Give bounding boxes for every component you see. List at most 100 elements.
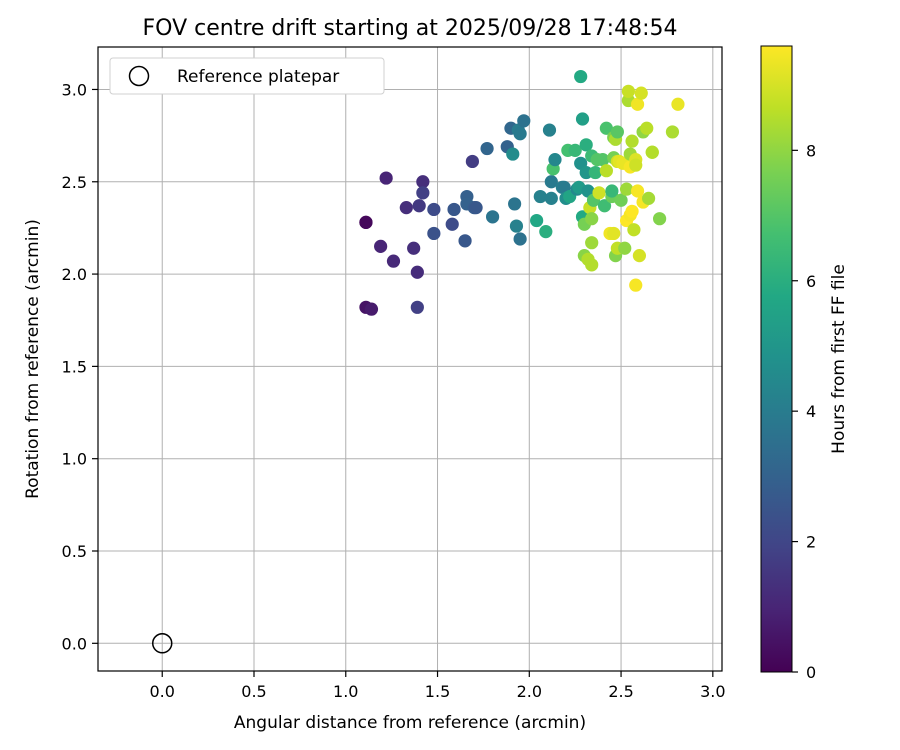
scatter-point xyxy=(445,217,459,231)
scatter-points xyxy=(359,69,685,316)
colorbar-label: Hours from first FF file xyxy=(829,264,849,454)
scatter-point xyxy=(359,215,373,229)
scatter-point xyxy=(645,145,659,159)
scatter-point xyxy=(592,186,606,200)
scatter-point xyxy=(513,232,527,246)
y-tick-label: 1.0 xyxy=(62,450,87,469)
scatter-point xyxy=(597,199,612,213)
scatter-point xyxy=(407,241,421,255)
scatter-point xyxy=(605,184,619,198)
scatter-point xyxy=(579,165,593,180)
scatter-point xyxy=(386,254,401,268)
scatter-point xyxy=(610,125,624,139)
scatter-point xyxy=(465,154,479,169)
scatter-point xyxy=(585,236,599,250)
legend-entry-reference: Reference platepar xyxy=(177,67,339,87)
scatter-point xyxy=(410,265,424,279)
x-tick-label: 0.5 xyxy=(241,682,266,701)
scatter-point xyxy=(447,202,461,217)
scatter-point xyxy=(513,127,527,141)
scatter-point xyxy=(621,84,636,98)
y-tick-label: 2.5 xyxy=(62,173,87,192)
scatter-point xyxy=(544,191,558,205)
scatter-point xyxy=(641,191,656,205)
scatter-point xyxy=(427,226,441,241)
scatter-point xyxy=(412,199,426,213)
colorbar-ticks: 0 2 4 6 8 xyxy=(792,141,816,682)
legend-box xyxy=(109,57,385,95)
scatter-point xyxy=(619,182,634,196)
colorbar-tick-label: 6 xyxy=(806,272,816,291)
scatter-point xyxy=(427,202,441,217)
scatter-point xyxy=(416,186,430,200)
colorbar: 0 2 4 6 8 Hours from first FF file xyxy=(760,45,849,682)
y-tick-label: 3.0 xyxy=(62,80,87,99)
scatter-point xyxy=(410,300,424,314)
scatter-point xyxy=(458,234,472,248)
x-tick-label: 2.0 xyxy=(517,682,542,701)
scatter-point xyxy=(625,134,639,148)
scatter-point xyxy=(632,249,647,263)
scatter-point xyxy=(614,193,628,207)
scatter-point xyxy=(665,125,680,139)
scatter-point xyxy=(630,184,645,198)
scatter-point xyxy=(399,201,413,215)
scatter-point xyxy=(542,123,557,137)
scatter-point xyxy=(533,189,547,204)
reference-marker-layer xyxy=(151,633,173,654)
scatter-point xyxy=(506,147,520,161)
colorbar-tick-label: 2 xyxy=(806,533,816,552)
scatter-point xyxy=(574,69,588,84)
scatter-point xyxy=(653,212,667,226)
y-axis-ticks: 0.0 0.5 1.0 1.5 2.0 2.5 3.0 xyxy=(62,80,98,653)
scatter-point xyxy=(629,278,643,292)
scatter-point xyxy=(671,97,685,111)
chart-title: FOV centre drift starting at 2025/09/28 … xyxy=(143,16,678,41)
x-tick-label: 2.5 xyxy=(608,682,633,701)
scatter-point xyxy=(634,86,648,100)
scatter-point xyxy=(469,201,483,215)
colorbar-gradient xyxy=(760,45,793,673)
scatter-point xyxy=(364,302,379,316)
scatter-point xyxy=(575,112,590,126)
scatter-point xyxy=(630,97,645,111)
scatter-point xyxy=(539,225,553,239)
x-tick-label: 1.5 xyxy=(425,682,450,701)
colorbar-tick-label: 0 xyxy=(806,663,816,682)
y-axis-label: Rotation from reference (arcmin) xyxy=(23,219,43,499)
scatter-point xyxy=(585,258,599,272)
scatter-point xyxy=(618,241,632,255)
scatter-point xyxy=(544,175,558,189)
scatter-point xyxy=(509,219,524,233)
scatter-point xyxy=(627,223,641,237)
plot-frame xyxy=(97,46,723,672)
y-tick-label: 0.5 xyxy=(62,542,87,561)
legend-marker-reference xyxy=(128,65,150,87)
x-axis-label: Angular distance from reference (arcmin) xyxy=(234,713,586,733)
scatter-point xyxy=(517,114,531,128)
x-tick-label: 1.0 xyxy=(333,682,358,701)
y-tick-label: 2.0 xyxy=(62,265,87,284)
scatter-point xyxy=(640,121,654,135)
scatter-point xyxy=(416,175,430,189)
scatter-point xyxy=(485,210,500,224)
colorbar-tick-label: 4 xyxy=(806,402,816,421)
reference-platepar-marker xyxy=(151,633,173,654)
scatter-point xyxy=(607,226,621,241)
y-tick-label: 0.0 xyxy=(62,634,87,653)
scatter-point xyxy=(596,153,610,167)
scatter-point xyxy=(530,213,544,228)
scatter-point xyxy=(629,158,643,172)
scatter-point xyxy=(625,204,639,218)
x-tick-label: 3.0 xyxy=(700,682,725,701)
scatter-point xyxy=(379,171,393,185)
scatter-point xyxy=(548,153,562,167)
colorbar-tick-label: 8 xyxy=(806,141,816,160)
y-tick-label: 1.5 xyxy=(62,357,87,376)
scatter-point xyxy=(480,141,494,156)
scatter-point xyxy=(588,165,602,180)
grid-lines xyxy=(98,47,722,671)
scatter-point xyxy=(508,197,522,211)
scatter-point xyxy=(579,138,593,152)
